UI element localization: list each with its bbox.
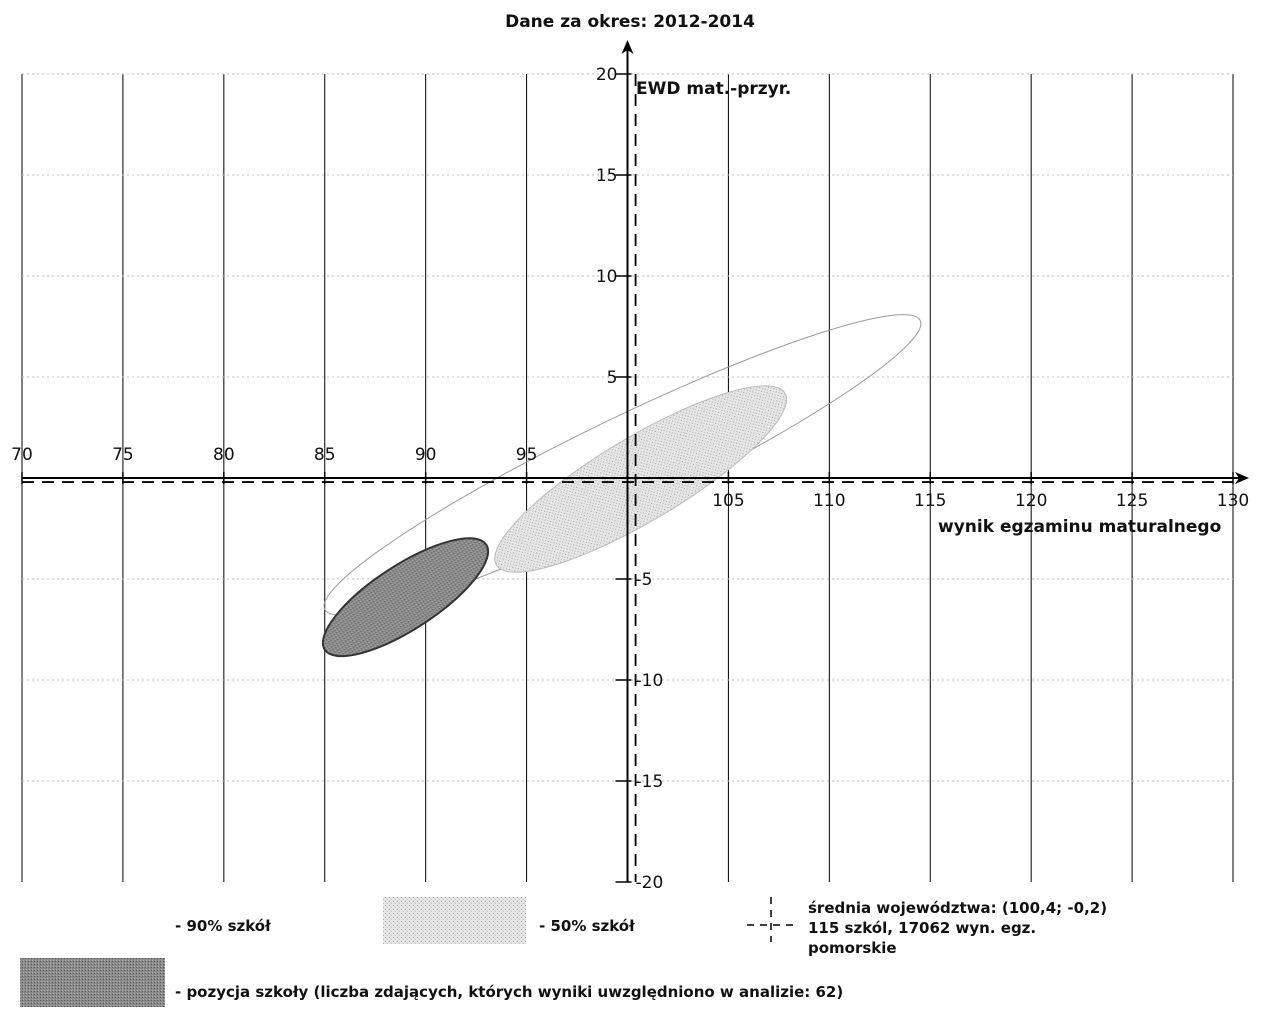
y-tick-label: -5 xyxy=(636,570,653,590)
x-tick-label: 105 xyxy=(712,491,744,511)
y-tick-label: -15 xyxy=(636,772,664,792)
x-tick-label: 85 xyxy=(314,445,336,465)
x-tick-label: 125 xyxy=(1116,491,1148,511)
x-tick-label: 130 xyxy=(1217,491,1249,511)
y-tick-label: 5 xyxy=(607,368,618,388)
x-tick-label: 70 xyxy=(11,445,33,465)
x-tick-label: 75 xyxy=(112,445,134,465)
ellipse-school xyxy=(321,537,490,658)
y-tick-label: 20 xyxy=(596,65,618,85)
ellipses xyxy=(321,314,922,658)
y-tick-label: -20 xyxy=(636,873,664,893)
legend-90-label: - 90% szkół xyxy=(175,917,271,935)
x-tick-label: 80 xyxy=(213,445,235,465)
legend: - 90% szkół - 50% szkół średnia wojewódz… xyxy=(20,897,1107,1007)
legend-mean-line3: pomorskie xyxy=(808,939,897,957)
y-axis-label: EWD mat.-przyr. xyxy=(636,79,791,99)
legend-mean-line2: 115 szkól, 17062 wyn. egz. xyxy=(808,919,1036,937)
legend-mean-swatch xyxy=(747,897,798,942)
y-tick-label: 15 xyxy=(596,166,618,186)
x-axis-label: wynik egzaminu maturalnego xyxy=(938,517,1221,537)
legend-50-swatch xyxy=(383,897,526,944)
x-tick-label: 110 xyxy=(813,491,845,511)
chart-title: Dane za okres: 2012-2014 xyxy=(505,12,755,32)
x-tick-label: 95 xyxy=(516,445,538,465)
x-tick-label: 90 xyxy=(415,445,437,465)
x-tick-label: 115 xyxy=(914,491,946,511)
y-tick-label: -10 xyxy=(636,671,664,691)
legend-school-label: - pozycja szkoły (liczba zdających, któr… xyxy=(175,983,843,1001)
legend-50-label: - 50% szkół xyxy=(539,917,635,935)
ellipse-50-percent xyxy=(494,385,788,573)
x-tick-label: 120 xyxy=(1015,491,1047,511)
y-tick-label: 10 xyxy=(596,267,618,287)
legend-school-swatch xyxy=(20,958,165,1007)
legend-mean-line1: średnia województwa: (100,4; -0,2) xyxy=(808,899,1107,917)
